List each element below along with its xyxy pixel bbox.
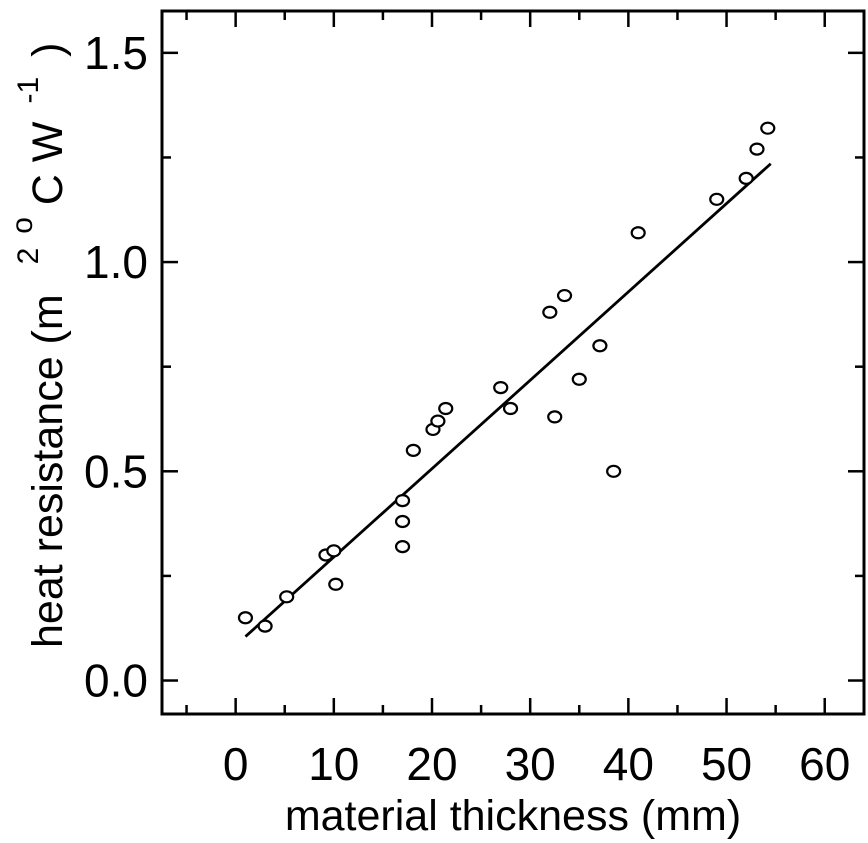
y-tick-label: 1.0 (84, 236, 148, 288)
y-axis-label-exp-neg1: -1 (12, 77, 45, 104)
data-points (237, 121, 776, 633)
data-point (394, 540, 411, 554)
axis-ticks (162, 11, 864, 714)
data-point (328, 577, 344, 591)
data-point (542, 305, 558, 319)
x-tick-label: 40 (603, 738, 654, 790)
data-point (709, 192, 725, 206)
y-axis-label: heat resistance (m 2 o C W -1 ) (0, 43, 72, 648)
data-point (237, 611, 254, 625)
data-point (760, 121, 776, 135)
y-axis-label-unit: C W (24, 121, 72, 205)
y-tick-label: 0.0 (84, 655, 148, 707)
data-point (502, 401, 519, 416)
data-point (405, 443, 421, 457)
svg-text:heat resistance (m 2: heat resistance (m 2 o C W -1 ) (0, 43, 72, 648)
data-point (749, 142, 765, 156)
data-point (257, 619, 273, 633)
y-axis-label-exp2: 2 (12, 248, 45, 265)
data-point (394, 514, 411, 529)
data-point (556, 288, 573, 303)
x-tick-label: 0 (223, 738, 249, 790)
data-point (606, 464, 622, 478)
y-axis-label-degree: o (6, 217, 39, 234)
plot-frame (160, 9, 866, 716)
data-point (326, 544, 342, 558)
data-point (547, 410, 563, 424)
data-point (438, 401, 454, 416)
data-point (630, 226, 646, 240)
data-point (493, 381, 509, 395)
data-point (738, 171, 754, 185)
x-tick-label: 60 (799, 738, 850, 790)
data-point (571, 372, 587, 386)
data-point (279, 590, 295, 604)
data-point (430, 414, 446, 428)
x-tick-label: 10 (308, 738, 359, 790)
y-tick-label: 1.5 (84, 27, 148, 79)
axis-tick-labels: 0 10 20 30 40 50 60 0.0 0.5 1.0 1.5 (84, 27, 850, 790)
y-axis-label-main: heat resistance (m (24, 294, 72, 648)
x-axis-label: material thickness (mm) (285, 792, 741, 840)
regression-line (244, 162, 772, 638)
x-tick-label: 50 (701, 738, 752, 790)
x-tick-label: 30 (505, 738, 556, 790)
x-tick-label: 20 (406, 738, 457, 790)
data-point (394, 493, 411, 508)
data-point (592, 339, 608, 353)
y-axis-label-close: ) (24, 43, 72, 57)
y-tick-label: 0.5 (84, 445, 148, 497)
